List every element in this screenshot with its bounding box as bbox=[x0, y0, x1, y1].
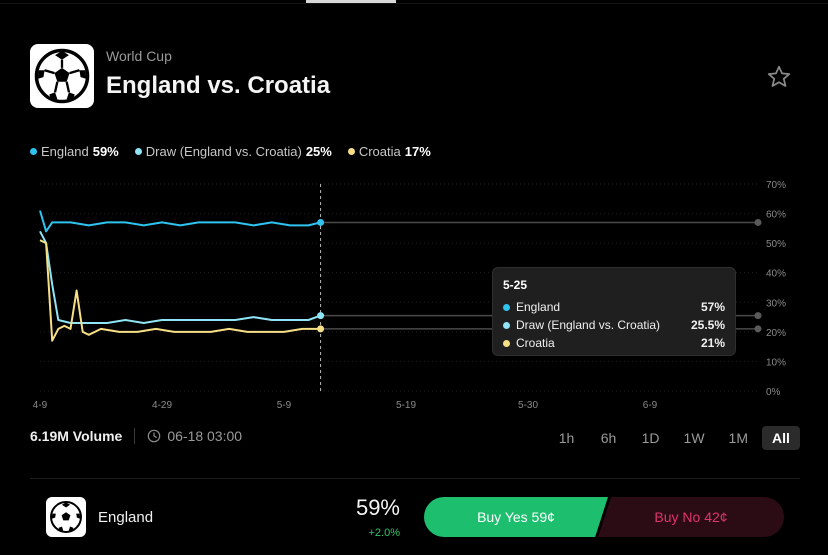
tab-indicator bbox=[306, 0, 396, 3]
tooltip-row: Draw (England vs. Croatia) 25.5% bbox=[503, 316, 725, 334]
hover-point bbox=[317, 312, 325, 320]
soccer-ball-icon bbox=[34, 48, 90, 104]
end-time-text: 06-18 03:00 bbox=[167, 428, 243, 444]
y-tick-label: 60% bbox=[766, 210, 786, 221]
range-6h[interactable]: 6h bbox=[600, 430, 617, 446]
y-tick-label: 20% bbox=[766, 328, 786, 339]
event-category: World Cup bbox=[106, 48, 172, 64]
tooltip-label: Draw (England vs. Croatia) bbox=[516, 318, 661, 332]
range-all[interactable]: All bbox=[762, 426, 800, 450]
tooltip-date: 5-25 bbox=[503, 278, 528, 292]
projection-end-dot bbox=[754, 218, 762, 226]
legend-item-croatia: Croatia 17% bbox=[347, 144, 431, 159]
market-stats: 6.19M Volume 06-18 03:00 bbox=[30, 428, 242, 444]
y-tick-label: 10% bbox=[766, 357, 786, 368]
chart-tooltip: 5-25 England 57% Draw (England vs. Croat… bbox=[492, 267, 736, 356]
top-divider bbox=[0, 3, 828, 4]
tooltip-label: England bbox=[516, 300, 561, 314]
legend-value: 17% bbox=[404, 144, 431, 159]
outcome-percent: 59% bbox=[355, 495, 400, 520]
x-tick-label: 5-19 bbox=[396, 400, 416, 411]
legend-dot bbox=[134, 148, 142, 155]
tooltip-value: 25.5% bbox=[690, 318, 725, 332]
tooltip-row: Croatia 21% bbox=[503, 334, 725, 352]
x-tick-label: 4-29 bbox=[152, 400, 172, 411]
volume-label: 6.19M Volume bbox=[30, 428, 123, 444]
x-tick-label: 6-9 bbox=[643, 400, 658, 411]
tooltip-value: 21% bbox=[700, 336, 725, 350]
tooltip-dot bbox=[503, 321, 510, 329]
event-icon-box bbox=[30, 44, 94, 108]
projection-end-dot bbox=[754, 312, 762, 320]
legend-dot bbox=[30, 148, 37, 155]
range-1w[interactable]: 1W bbox=[683, 430, 705, 446]
hover-point bbox=[317, 325, 325, 333]
series-line bbox=[39, 210, 321, 233]
buy-yes-button[interactable]: Buy Yes 59¢ bbox=[424, 497, 608, 537]
x-tick-label: 4-9 bbox=[33, 400, 48, 411]
tooltip-dot bbox=[503, 339, 510, 347]
legend-label: Croatia bbox=[358, 144, 401, 159]
projection-end-dot bbox=[754, 325, 762, 333]
event-title: England vs. Croatia bbox=[106, 72, 331, 99]
series-line bbox=[39, 239, 321, 342]
hover-point bbox=[317, 218, 325, 226]
y-tick-label: 0% bbox=[766, 387, 781, 398]
tooltip-value: 57% bbox=[700, 300, 725, 314]
end-time: 06-18 03:00 bbox=[147, 428, 242, 444]
soccer-ball-icon bbox=[50, 501, 82, 533]
buy-no-button[interactable]: Buy No 42¢ bbox=[598, 497, 784, 537]
x-tick-label: 5-30 bbox=[518, 400, 538, 411]
legend-value: 59% bbox=[92, 144, 119, 159]
star-icon[interactable] bbox=[766, 64, 792, 90]
y-tick-label: 40% bbox=[766, 269, 786, 280]
outcome-name: England bbox=[98, 509, 154, 526]
tooltip-label: Croatia bbox=[516, 336, 555, 350]
legend-value: 25% bbox=[305, 144, 332, 159]
legend-label: England bbox=[41, 144, 89, 159]
outcome-icon-box bbox=[46, 497, 86, 537]
range-selector: 1h 6h 1D 1W 1M All bbox=[548, 426, 800, 450]
tooltip-row: England 57% bbox=[503, 298, 725, 316]
range-1m[interactable]: 1M bbox=[728, 430, 748, 446]
legend-label: Draw (England vs. Croatia) bbox=[145, 144, 302, 159]
legend-item-draw: Draw (England vs. Croatia) 25% bbox=[134, 144, 332, 159]
series-line bbox=[39, 230, 321, 324]
x-tick-label: 5-9 bbox=[277, 400, 292, 411]
clock-icon bbox=[148, 429, 161, 443]
stats-separator bbox=[134, 428, 136, 444]
chart-legend: England 59% Draw (England vs. Croatia) 2… bbox=[30, 144, 431, 159]
y-tick-label: 70% bbox=[766, 180, 786, 191]
legend-item-england: England 59% bbox=[30, 144, 119, 159]
legend-dot bbox=[347, 148, 355, 155]
y-tick-label: 50% bbox=[766, 239, 786, 250]
range-1d[interactable]: 1D bbox=[641, 430, 660, 446]
tooltip-dot bbox=[503, 303, 510, 311]
y-tick-label: 30% bbox=[766, 298, 786, 309]
section-divider bbox=[30, 478, 800, 479]
range-1h[interactable]: 1h bbox=[558, 430, 575, 446]
outcome-change: +2.0% bbox=[368, 527, 401, 539]
